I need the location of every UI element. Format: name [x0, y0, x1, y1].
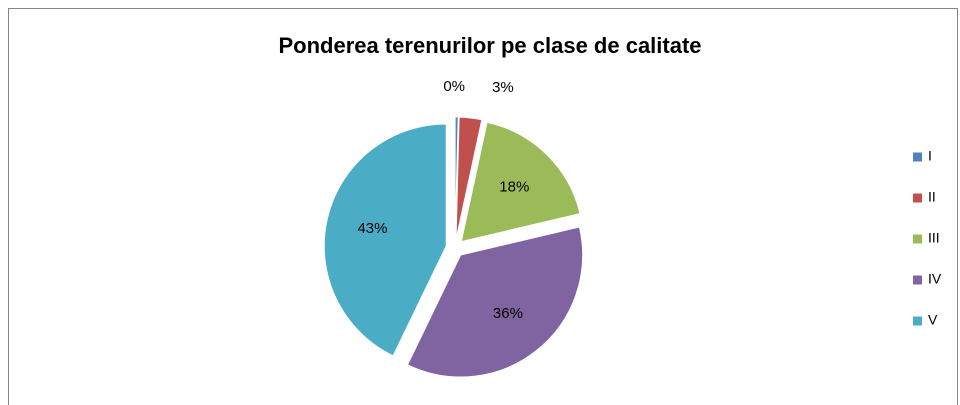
pie-slice — [323, 123, 447, 357]
pie-slice — [460, 121, 581, 243]
legend-swatch — [913, 234, 922, 244]
legend-swatch — [913, 152, 922, 162]
pie-slice — [454, 116, 459, 240]
data-label: 18% — [499, 179, 529, 196]
legend-label: III — [928, 230, 940, 246]
legend-swatch — [913, 193, 922, 203]
data-label: 43% — [357, 220, 387, 237]
legend-label: II — [928, 189, 936, 205]
pie-slice — [406, 226, 584, 378]
data-label: 36% — [493, 305, 523, 322]
chart-title: Ponderea terenurilor pe clase de calitat… — [278, 33, 701, 58]
legend-swatch — [913, 275, 922, 285]
legend-label: V — [928, 312, 938, 328]
legend-label: IV — [928, 271, 942, 287]
pie-slice — [455, 116, 483, 240]
legend-swatch — [913, 316, 922, 326]
legend-label: I — [928, 148, 932, 164]
data-label: 3% — [492, 79, 514, 96]
data-label: 0% — [443, 78, 465, 95]
